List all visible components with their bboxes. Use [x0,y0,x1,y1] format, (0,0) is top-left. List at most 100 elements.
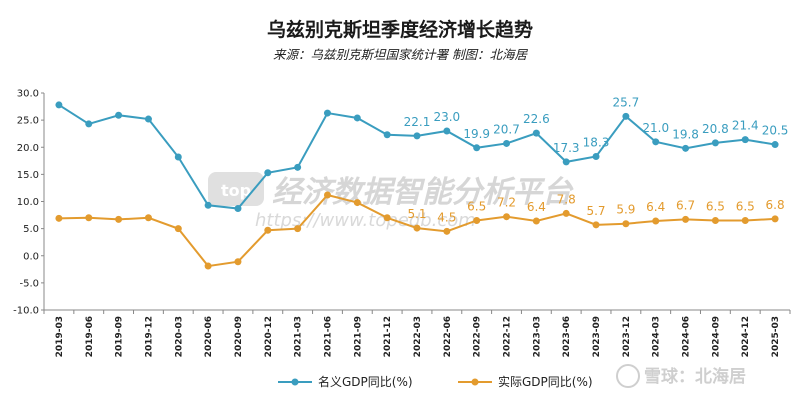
data-point [622,112,630,120]
x-axis: 2019-03 2019-06 2019-09 2019-12 2020-03 2020-… [43,309,791,357]
data-label: 19.9 [463,127,490,141]
data-point [383,131,391,139]
data-label: 21.0 [642,121,669,135]
data-point [115,215,123,223]
data-point [323,109,331,117]
watermark-logo-icon: top [208,172,264,206]
data-point [771,215,779,223]
x-tick-label: 2021-06 [323,316,333,357]
data-point [562,209,570,217]
x-tick-label: 2022-09 [473,316,483,357]
data-point [323,191,331,199]
footer-brand-text: 雪球：北海居 [644,366,746,387]
chart-title: 乌兹别克斯坦季度经济增长趋势 [267,18,533,41]
data-label: 6.4 [646,200,665,214]
x-tick-label: 2020-06 [204,316,214,357]
x-tick-label: 2019-12 [144,316,154,357]
y-tick-label: 30.0 [17,89,39,100]
data-point [741,216,749,224]
data-point [711,216,719,224]
data-point [85,214,93,222]
x-tick-label: 2021-12 [383,316,393,357]
data-label: 6.8 [766,198,785,212]
x-tick-label: 2019-03 [55,316,65,357]
data-point [264,226,272,234]
data-point [473,144,481,152]
data-label: 22.6 [523,112,550,126]
x-tick-label: 2023-03 [532,316,542,357]
x-tick-label: 2025-03 [771,316,781,357]
data-point [204,201,212,209]
data-label: 25.7 [613,95,640,109]
watermark-text: 经济数据智能分析平台 [272,175,574,210]
data-point [353,199,361,207]
x-tick-label: 2024-12 [741,316,751,357]
data-label: 5.7 [586,204,605,218]
data-point [264,169,272,177]
y-tick-label: -10.0 [13,306,39,317]
data-point [174,153,182,161]
x-tick-label: 2024-03 [652,316,662,357]
data-label: 20.7 [493,122,520,136]
x-tick-label: 2023-06 [562,316,572,357]
legend-item-1: 实际GDP同比(%) [458,374,593,389]
data-point [85,120,93,128]
x-tick-label: 2019-09 [115,316,125,357]
series-layer: 22.1 23.019.9 20.722.6 17.3 18.3 25.721.0 19.8… [55,95,789,270]
y-tick-label: 20.0 [17,143,39,154]
data-point [204,262,212,270]
x-tick-label: 2022-06 [443,316,453,357]
x-tick-label: 2023-09 [592,316,602,357]
x-tick-label: 2019-06 [85,316,95,357]
data-point [55,214,63,222]
data-point [353,114,361,122]
data-label: 5.1 [407,207,426,221]
data-point [234,205,242,213]
y-tick-label: 25.0 [17,116,39,127]
data-label: 20.5 [762,124,789,138]
data-point [174,225,182,233]
data-point [413,224,421,232]
x-tick-label: 2021-03 [294,316,304,357]
data-point [294,163,302,171]
data-point [413,132,421,140]
data-point [294,225,302,233]
x-tick-label: 2024-09 [711,316,721,357]
data-point [443,227,451,235]
data-point [144,115,152,123]
data-point [383,214,391,222]
x-tick-label: 2021-09 [353,316,363,357]
watermark-logo-text: top [221,181,251,200]
x-tick-label: 2020-03 [174,316,184,357]
data-point [741,136,749,144]
legend-label: 名义GDP同比(%) [318,374,413,389]
data-label: 6.5 [467,199,486,213]
data-label: 17.3 [553,141,580,155]
x-tick-label: 2024-06 [682,316,692,357]
data-point [592,152,600,160]
data-point [652,217,660,225]
data-point [771,141,779,149]
series-1: 5.1 4.5 6.5 7.2 6.4 7.8 5.7 5.9 6.4 6.7 6.5 6.5 6.8 [55,191,785,270]
data-label: 20.8 [702,122,729,136]
data-point [592,221,600,229]
x-tick-label: 2023-12 [622,316,632,357]
data-point [144,214,152,222]
x-tick-label: 2022-12 [503,316,513,357]
x-tick-label: 2020-09 [234,316,244,357]
snowball-icon [616,364,640,388]
data-point [682,144,690,152]
data-point [652,138,660,146]
data-label: 6.5 [736,199,755,213]
data-point [711,139,719,147]
data-point [682,215,690,223]
legend-marker [291,378,299,386]
data-label: 18.3 [583,135,610,149]
y-tick-label: 15.0 [17,170,39,181]
data-point [503,213,511,221]
x-tick-label: 2020-12 [264,316,274,357]
data-point [443,127,451,135]
series-0: 22.1 23.019.9 20.722.6 17.3 18.3 25.721.0 19.8… [55,95,789,213]
data-point [473,216,481,224]
